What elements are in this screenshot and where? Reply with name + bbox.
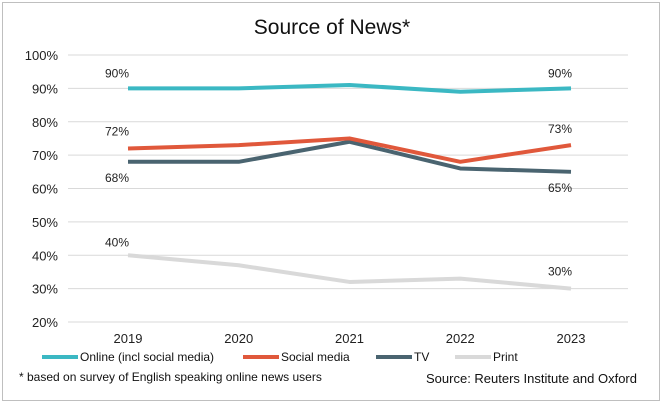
legend-item-print: Print xyxy=(455,347,518,367)
y-tick-label: 20% xyxy=(32,315,58,330)
x-tick-label: 2023 xyxy=(557,331,586,346)
x-tick-label: 2019 xyxy=(114,331,143,346)
legend-label-social-media: Social media xyxy=(281,350,350,364)
y-tick-label: 50% xyxy=(32,215,58,230)
legend-swatch-print xyxy=(455,355,491,359)
source-note: Source: Reuters Institute and Oxford xyxy=(426,371,637,386)
data-label: 90% xyxy=(548,66,572,80)
x-tick-label: 2021 xyxy=(335,331,364,346)
legend-label-print: Print xyxy=(493,350,518,364)
legend-label-online: Online (incl social media) xyxy=(80,350,215,364)
data-label: 68% xyxy=(105,171,129,185)
data-label: 90% xyxy=(105,66,129,80)
y-tick-label: 80% xyxy=(32,115,58,130)
chart-frame xyxy=(2,2,660,401)
y-tick-label: 70% xyxy=(32,148,58,163)
y-tick-label: 90% xyxy=(32,81,58,96)
data-label: 30% xyxy=(548,265,572,279)
y-tick-label: 60% xyxy=(32,182,58,197)
legend-label-tv: TV xyxy=(414,350,430,364)
footnote: * based on survey of English speaking on… xyxy=(19,370,322,384)
data-label: 72% xyxy=(105,124,129,138)
legend-item-tv: TV xyxy=(376,347,429,367)
data-label: 40% xyxy=(105,235,129,249)
y-tick-label: 40% xyxy=(32,248,58,263)
chart-title: Source of News* xyxy=(253,16,411,39)
legend-swatch-online xyxy=(42,355,78,359)
data-label: 73% xyxy=(548,122,572,136)
legend-swatch-social-media xyxy=(243,355,279,359)
legend-swatch-tv xyxy=(376,355,412,359)
data-label: 65% xyxy=(548,181,572,195)
legend-item-social-media: Social media xyxy=(243,347,350,367)
legend-item-online: Online (incl social media) xyxy=(42,347,214,367)
x-tick-label: 2020 xyxy=(224,331,253,346)
y-tick-label: 30% xyxy=(32,282,58,297)
x-tick-label: 2022 xyxy=(446,331,475,346)
series-line-print xyxy=(127,253,572,291)
y-tick-label: 100% xyxy=(25,48,59,63)
